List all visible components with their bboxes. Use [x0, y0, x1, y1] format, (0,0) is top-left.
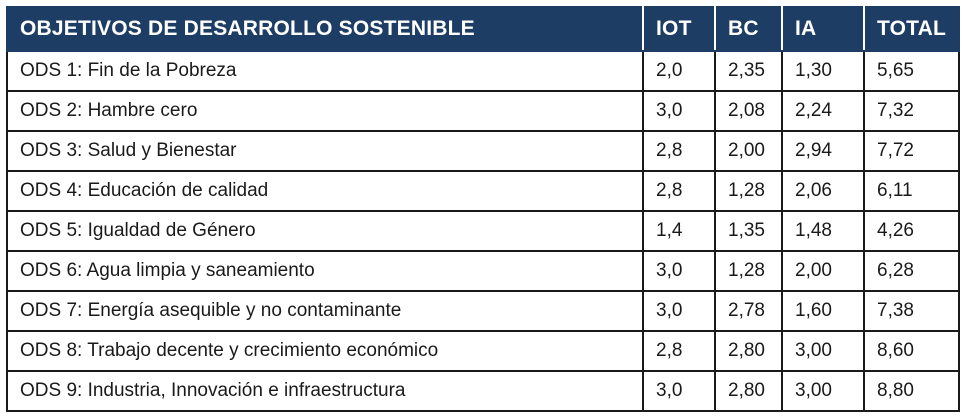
row-label: ODS 5: Igualdad de Género — [6, 210, 644, 252]
cell-ia: 3,00 — [781, 370, 865, 412]
table-row: ODS 4: Educación de calidad 2,8 1,28 2,0… — [6, 170, 960, 212]
row-label: ODS 4: Educación de calidad — [6, 170, 644, 212]
row-label: ODS 1: Fin de la Pobreza — [6, 50, 644, 92]
table-row: ODS 7: Energía asequible y no contaminan… — [6, 290, 960, 332]
row-label: ODS 9: Industria, Innovación e infraestr… — [6, 370, 644, 412]
cell-total: 7,72 — [863, 130, 960, 172]
cell-bc: 2,35 — [714, 50, 783, 92]
cell-iot: 1,4 — [642, 210, 716, 252]
header-objetivos: OBJETIVOS DE DESARROLLO SOSTENIBLE — [6, 6, 644, 52]
cell-total: 6,28 — [863, 250, 960, 292]
table-row: ODS 9: Industria, Innovación e infraestr… — [6, 370, 960, 412]
cell-total: 7,38 — [863, 290, 960, 332]
cell-total: 8,80 — [863, 370, 960, 412]
cell-bc: 2,00 — [714, 130, 783, 172]
cell-bc: 1,28 — [714, 170, 783, 212]
cell-total: 7,32 — [863, 90, 960, 132]
header-total: TOTAL — [863, 6, 960, 52]
cell-bc: 1,35 — [714, 210, 783, 252]
cell-iot: 3,0 — [642, 370, 716, 412]
cell-total: 6,11 — [863, 170, 960, 212]
cell-iot: 2,8 — [642, 330, 716, 372]
cell-iot: 2,0 — [642, 50, 716, 92]
cell-ia: 2,06 — [781, 170, 865, 212]
cell-bc: 2,78 — [714, 290, 783, 332]
cell-total: 5,65 — [863, 50, 960, 92]
cell-ia: 1,30 — [781, 50, 865, 92]
cell-total: 4,26 — [863, 210, 960, 252]
header-ia: IA — [781, 6, 865, 52]
row-label: ODS 2: Hambre cero — [6, 90, 644, 132]
cell-total: 8,60 — [863, 330, 960, 372]
table-row: ODS 1: Fin de la Pobreza 2,0 2,35 1,30 5… — [6, 50, 960, 92]
cell-iot: 3,0 — [642, 90, 716, 132]
header-bc: BC — [714, 6, 783, 52]
table-row: ODS 6: Agua limpia y saneamiento 3,0 1,2… — [6, 250, 960, 292]
cell-ia: 1,48 — [781, 210, 865, 252]
cell-iot: 2,8 — [642, 170, 716, 212]
row-label: ODS 6: Agua limpia y saneamiento — [6, 250, 644, 292]
cell-bc: 2,80 — [714, 330, 783, 372]
table-row: ODS 2: Hambre cero 3,0 2,08 2,24 7,32 — [6, 90, 960, 132]
cell-iot: 2,8 — [642, 130, 716, 172]
cell-iot: 3,0 — [642, 250, 716, 292]
cell-bc: 1,28 — [714, 250, 783, 292]
header-iot: IOT — [642, 6, 716, 52]
table-row: ODS 8: Trabajo decente y crecimiento eco… — [6, 330, 960, 372]
cell-bc: 2,08 — [714, 90, 783, 132]
cell-ia: 2,24 — [781, 90, 865, 132]
row-label: ODS 8: Trabajo decente y crecimiento eco… — [6, 330, 644, 372]
cell-ia: 2,00 — [781, 250, 865, 292]
cell-iot: 3,0 — [642, 290, 716, 332]
ods-scores-table: OBJETIVOS DE DESARROLLO SOSTENIBLE IOT B… — [6, 6, 960, 412]
table-row: ODS 3: Salud y Bienestar 2,8 2,00 2,94 7… — [6, 130, 960, 172]
cell-ia: 1,60 — [781, 290, 865, 332]
row-label: ODS 7: Energía asequible y no contaminan… — [6, 290, 644, 332]
cell-bc: 2,80 — [714, 370, 783, 412]
row-label: ODS 3: Salud y Bienestar — [6, 130, 644, 172]
table-header-row: OBJETIVOS DE DESARROLLO SOSTENIBLE IOT B… — [6, 6, 960, 52]
table-row: ODS 5: Igualdad de Género 1,4 1,35 1,48 … — [6, 210, 960, 252]
cell-ia: 2,94 — [781, 130, 865, 172]
cell-ia: 3,00 — [781, 330, 865, 372]
ods-table-container: OBJETIVOS DE DESARROLLO SOSTENIBLE IOT B… — [6, 6, 960, 412]
